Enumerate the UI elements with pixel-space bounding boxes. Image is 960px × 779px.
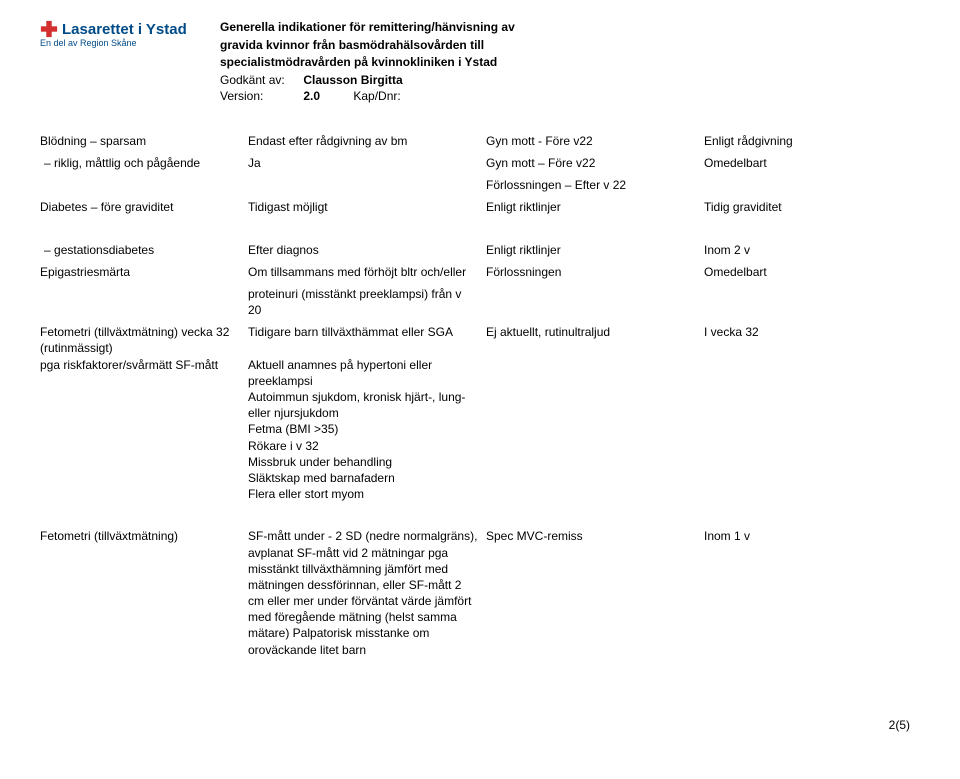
- cell-r6b-b: proteinuri (misstänkt preeklampsi) från …: [248, 286, 478, 318]
- cell-r4-d: Tidig graviditet: [704, 199, 864, 215]
- cell-r3-c: Förlossningen – Efter v 22: [486, 177, 696, 193]
- cell-r8-d: Inom 1 v: [704, 528, 864, 544]
- cell-r4-a: Diabetes – före graviditet: [40, 199, 240, 215]
- cell-r5-a: gestationsdiabetes: [40, 242, 240, 258]
- cell-r6-d: Omedelbart: [704, 264, 864, 280]
- cell-r5-d: Inom 2 v: [704, 242, 864, 258]
- content-grid: Blödning – sparsam Endast efter rådgivni…: [40, 133, 920, 658]
- cell-r6-b: Om tillsammans med förhöjt bltr och/elle…: [248, 264, 478, 280]
- doc-title-line1: Generella indikationer för remittering/h…: [220, 20, 920, 36]
- cell-r4-b: Tidigast möjligt: [248, 199, 478, 215]
- cell-r8-a: Fetometri (tillväxtmätning): [40, 528, 240, 544]
- logo-block: Lasarettet i Ystad En del av Region Skån…: [40, 20, 220, 48]
- kap-label: Kap/Dnr:: [353, 89, 400, 103]
- cell-r7-a: Fetometri (tillväxtmätning) vecka 32 (ru…: [40, 324, 240, 373]
- cell-r5-c: Enligt riktlinjer: [486, 242, 696, 258]
- document-header: Lasarettet i Ystad En del av Region Skån…: [40, 20, 920, 103]
- cell-r1-c: Gyn mott - Före v22: [486, 133, 696, 149]
- page-footer: 2(5): [40, 718, 920, 732]
- cell-r5-b: Efter diagnos: [248, 242, 478, 258]
- page-number: 2(5): [889, 718, 910, 732]
- doc-title-line2: gravida kvinnor från basmödrahälsovården…: [220, 38, 920, 54]
- spacer-2: [40, 508, 864, 522]
- cell-r6-c: Förlossningen: [486, 264, 696, 280]
- approved-label: Godkänt av:: [220, 73, 300, 87]
- cell-r8-b: SF-mått under - 2 SD (nedre normalgräns)…: [248, 528, 478, 658]
- cell-r6-a: Epigastriesmärta: [40, 264, 240, 280]
- cell-r7-b: Tidigare barn tillväxthämmat eller SGA A…: [248, 324, 478, 502]
- cell-r2-c: Gyn mott – Före v22: [486, 155, 696, 171]
- cell-r2-b: Ja: [248, 155, 478, 171]
- cell-r8-c: Spec MVC-remiss: [486, 528, 696, 544]
- logo-subtitle: En del av Region Skåne: [40, 38, 220, 48]
- cell-r2-a: riklig, måttlig och pågående: [40, 155, 240, 171]
- logo-text: Lasarettet i Ystad: [62, 21, 187, 38]
- spacer-1: [40, 222, 864, 236]
- cell-r7-c: Ej aktuellt, rutinultraljud: [486, 324, 696, 340]
- doc-title-line3: specialistmödravården på kvinnokliniken …: [220, 55, 920, 71]
- version-label: Version:: [220, 89, 300, 103]
- cell-r7-d: I vecka 32: [704, 324, 864, 340]
- cell-r4-c: Enligt riktlinjer: [486, 199, 696, 215]
- approved-line: Godkänt av: Clausson Birgitta: [220, 73, 920, 87]
- version-line: Version: 2.0 Kap/Dnr:: [220, 89, 920, 103]
- cell-r2-d: Omedelbart: [704, 155, 864, 171]
- version-value: 2.0: [303, 89, 320, 103]
- plus-icon: [40, 20, 58, 38]
- approved-by: Clausson Birgitta: [303, 73, 402, 87]
- cell-r1-a: Blödning – sparsam: [40, 133, 240, 149]
- doc-meta: Generella indikationer för remittering/h…: [220, 20, 920, 103]
- logo-title: Lasarettet i Ystad: [40, 20, 220, 38]
- cell-r1-b: Endast efter rådgivning av bm: [248, 133, 478, 149]
- cell-r1-d: Enligt rådgivning: [704, 133, 864, 149]
